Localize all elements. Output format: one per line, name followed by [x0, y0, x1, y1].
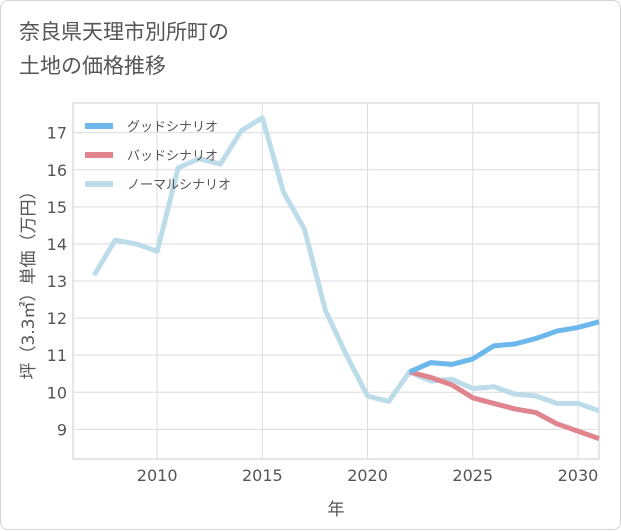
- y-tick-label: 9: [57, 420, 67, 439]
- x-tick-label: 2015: [242, 466, 283, 485]
- y-tick-label: 11: [47, 346, 67, 365]
- y-tick-label: 16: [47, 161, 67, 180]
- y-tick-label: 15: [47, 198, 67, 217]
- legend-label-3: ノーマルシナリオ: [127, 178, 231, 193]
- series-line-2: [408, 369, 600, 441]
- page-title: 奈良県天理市別所町の 土地の価格推移: [19, 15, 439, 83]
- x-axis-label: 年: [328, 500, 345, 520]
- x-tick-label: 2025: [452, 466, 493, 485]
- y-tick-label: 13: [47, 272, 67, 291]
- legend-label-2: バッドシナリオ: [127, 149, 218, 164]
- y-tick-label: 10: [47, 383, 67, 402]
- y-tick-label: 17: [47, 124, 67, 143]
- legend-label-1: グッドシナリオ: [127, 120, 218, 135]
- title-line-2: 土地の価格推移: [19, 54, 166, 78]
- y-axis-label: 坪（3.3㎡）単価（万円）: [19, 182, 39, 379]
- series-line-1: [408, 319, 600, 375]
- series-line-3: [91, 115, 600, 414]
- x-tick-label: 2030: [558, 466, 599, 485]
- x-tick-label: 2020: [347, 466, 388, 485]
- y-tick-label: 12: [47, 309, 67, 328]
- y-tick-label: 14: [47, 235, 67, 254]
- x-tick-label: 2010: [137, 466, 178, 485]
- title-line-1: 奈良県天理市別所町の: [19, 20, 229, 44]
